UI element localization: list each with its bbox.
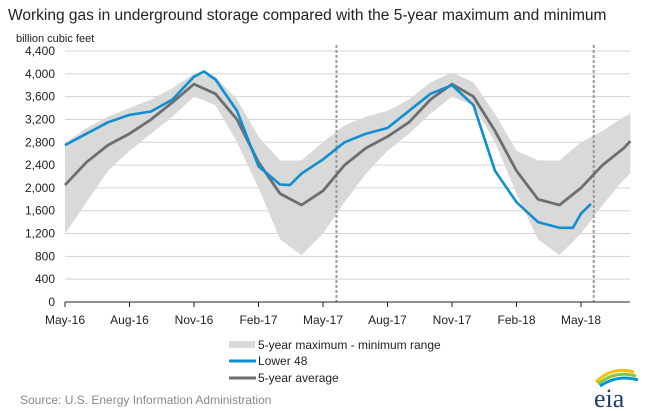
y-tick-label: 3,200	[25, 112, 55, 126]
y-tick-label: 4,000	[25, 67, 55, 81]
y-tick-label: 1,200	[25, 227, 55, 241]
y-tick-label: 800	[35, 249, 55, 263]
y-tick-label: 4,400	[25, 44, 55, 58]
legend-label-average: 5-year average	[258, 371, 339, 385]
x-tick-label: Feb-17	[239, 313, 277, 327]
reference-lines	[335, 45, 595, 302]
svg-text:eia: eia	[594, 384, 625, 411]
legend-swatch-range	[229, 341, 255, 348]
axes: 0 400 800 1,200 1,600 2,000 2,400 2,800 3,200 3,6…	[25, 44, 630, 327]
y-tick-label: 2,400	[25, 158, 55, 172]
y-tick-label: 3,600	[25, 90, 55, 104]
y-tick-label: 400	[35, 272, 55, 286]
x-tick-label: May-16	[45, 313, 85, 327]
x-tick-label: May-17	[303, 313, 343, 327]
series-line-5yr-average	[63, 82, 632, 207]
eia-logo: eia	[594, 368, 639, 411]
x-tick-label: Aug-17	[368, 313, 407, 327]
x-tick-label: May-18	[561, 313, 601, 327]
y-tick-label: 2,000	[25, 181, 55, 195]
y-tick-label: 1,600	[25, 204, 55, 218]
x-tick-label: Aug-16	[110, 313, 149, 327]
legend-label-lower48: Lower 48	[258, 354, 308, 368]
legend: 5-year maximum - minimum range Lower 48 …	[229, 338, 441, 385]
x-tick-label: Nov-17	[433, 313, 472, 327]
x-tick-label: Feb-18	[497, 313, 535, 327]
y-tick-label: 0	[48, 295, 55, 309]
x-tick-label: Nov-16	[175, 313, 214, 327]
legend-label-range: 5-year maximum - minimum range	[258, 338, 441, 352]
source-note: Source: U.S. Energy Information Administ…	[20, 393, 271, 407]
y-axis-label: billion cubic feet	[16, 33, 94, 45]
chart-title: Working gas in underground storage compa…	[8, 7, 606, 24]
series-lines	[63, 70, 632, 230]
y-tick-label: 2,800	[25, 135, 55, 149]
series-line-lower48	[64, 70, 592, 230]
